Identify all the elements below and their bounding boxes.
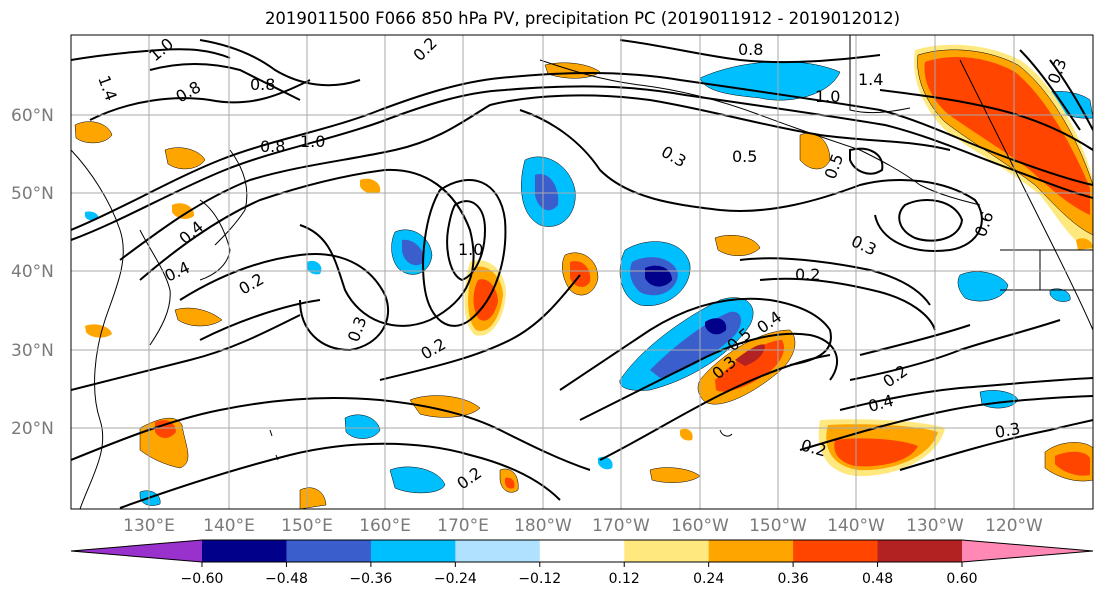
colorbar-segment — [286, 540, 372, 562]
colorbar-tick-label: −0.12 — [518, 571, 561, 587]
colorbar-tick-label: 0.48 — [862, 571, 893, 587]
lat-label: 40°N — [11, 262, 54, 282]
colorbar-tick-label: −0.24 — [434, 571, 477, 587]
lon-label: 160°E — [359, 516, 411, 536]
lon-label: 140°W — [827, 516, 885, 536]
map-frame — [70, 34, 1094, 510]
colorbar-tick-label: 0.36 — [778, 571, 809, 587]
latitude-labels: 60°N 50°N 40°N 30°N 20°N — [11, 106, 54, 439]
colorbar-extend-high — [962, 540, 1093, 562]
lon-label: 170°W — [592, 516, 650, 536]
contour-label: 0.2 — [795, 265, 820, 284]
colorbar-tick-label: −0.60 — [181, 571, 224, 587]
contour-label: 0.8 — [260, 137, 285, 156]
colorbar: −0.60 −0.48 −0.36 −0.24 −0.12 0.12 0.24 0.36 0.4… — [70, 539, 1094, 587]
colorbar-segment — [877, 540, 963, 562]
lon-label: 170°E — [437, 516, 489, 536]
lat-label: 20°N — [11, 419, 54, 439]
lon-label: 120°W — [985, 516, 1043, 536]
lat-label: 30°N — [11, 341, 54, 361]
lon-label: 150°E — [281, 516, 333, 536]
coastlines — [71, 35, 1093, 509]
precip-negative-shading — [85, 61, 1093, 506]
contour-label: 1.4 — [858, 70, 883, 89]
contour-label: 0.5 — [732, 147, 757, 166]
colorbar-segment — [202, 540, 287, 562]
lat-label: 60°N — [11, 106, 54, 126]
colorbar-segment — [624, 540, 710, 562]
lat-label: 50°N — [11, 184, 54, 204]
lon-label: 160°W — [671, 516, 729, 536]
pv-contours — [71, 39, 1093, 509]
colorbar-segment — [793, 540, 879, 562]
colorbar-tick-label: −0.36 — [349, 571, 392, 587]
contour-label: 1.0 — [458, 240, 483, 259]
lon-label: 150°W — [749, 516, 807, 536]
colorbar-segment — [708, 540, 794, 562]
lon-label: 130°W — [906, 516, 964, 536]
contour-label: 0.8 — [738, 40, 763, 59]
colorbar-tick-label: −0.48 — [265, 571, 308, 587]
lat-lon-grid — [71, 35, 1093, 509]
colorbar-tick-label: 0.12 — [609, 571, 640, 587]
lon-label: 180°W — [514, 516, 572, 536]
contour-label: 0.3 — [993, 419, 1021, 442]
longitude-labels: 130°E 140°E 150°E 160°E 170°E 180°W 170°… — [123, 516, 1043, 536]
contour-label: 1.0 — [815, 87, 840, 106]
lon-label: 130°E — [123, 516, 175, 536]
colorbar-tick-label: 0.60 — [946, 571, 977, 587]
colorbar-segment — [370, 540, 456, 562]
lon-label: 140°E — [203, 516, 255, 536]
contour-label: 0.8 — [250, 75, 275, 94]
colorbar-segment — [455, 540, 541, 562]
contour-label: 1.0 — [300, 132, 325, 151]
plot-title: 2019011500 F066 850 hPa PV, precipitatio… — [264, 9, 901, 28]
colorbar-segment — [539, 540, 625, 562]
colorbar-tick-label: 0.24 — [693, 571, 724, 587]
colorbar-extend-low — [71, 540, 202, 562]
